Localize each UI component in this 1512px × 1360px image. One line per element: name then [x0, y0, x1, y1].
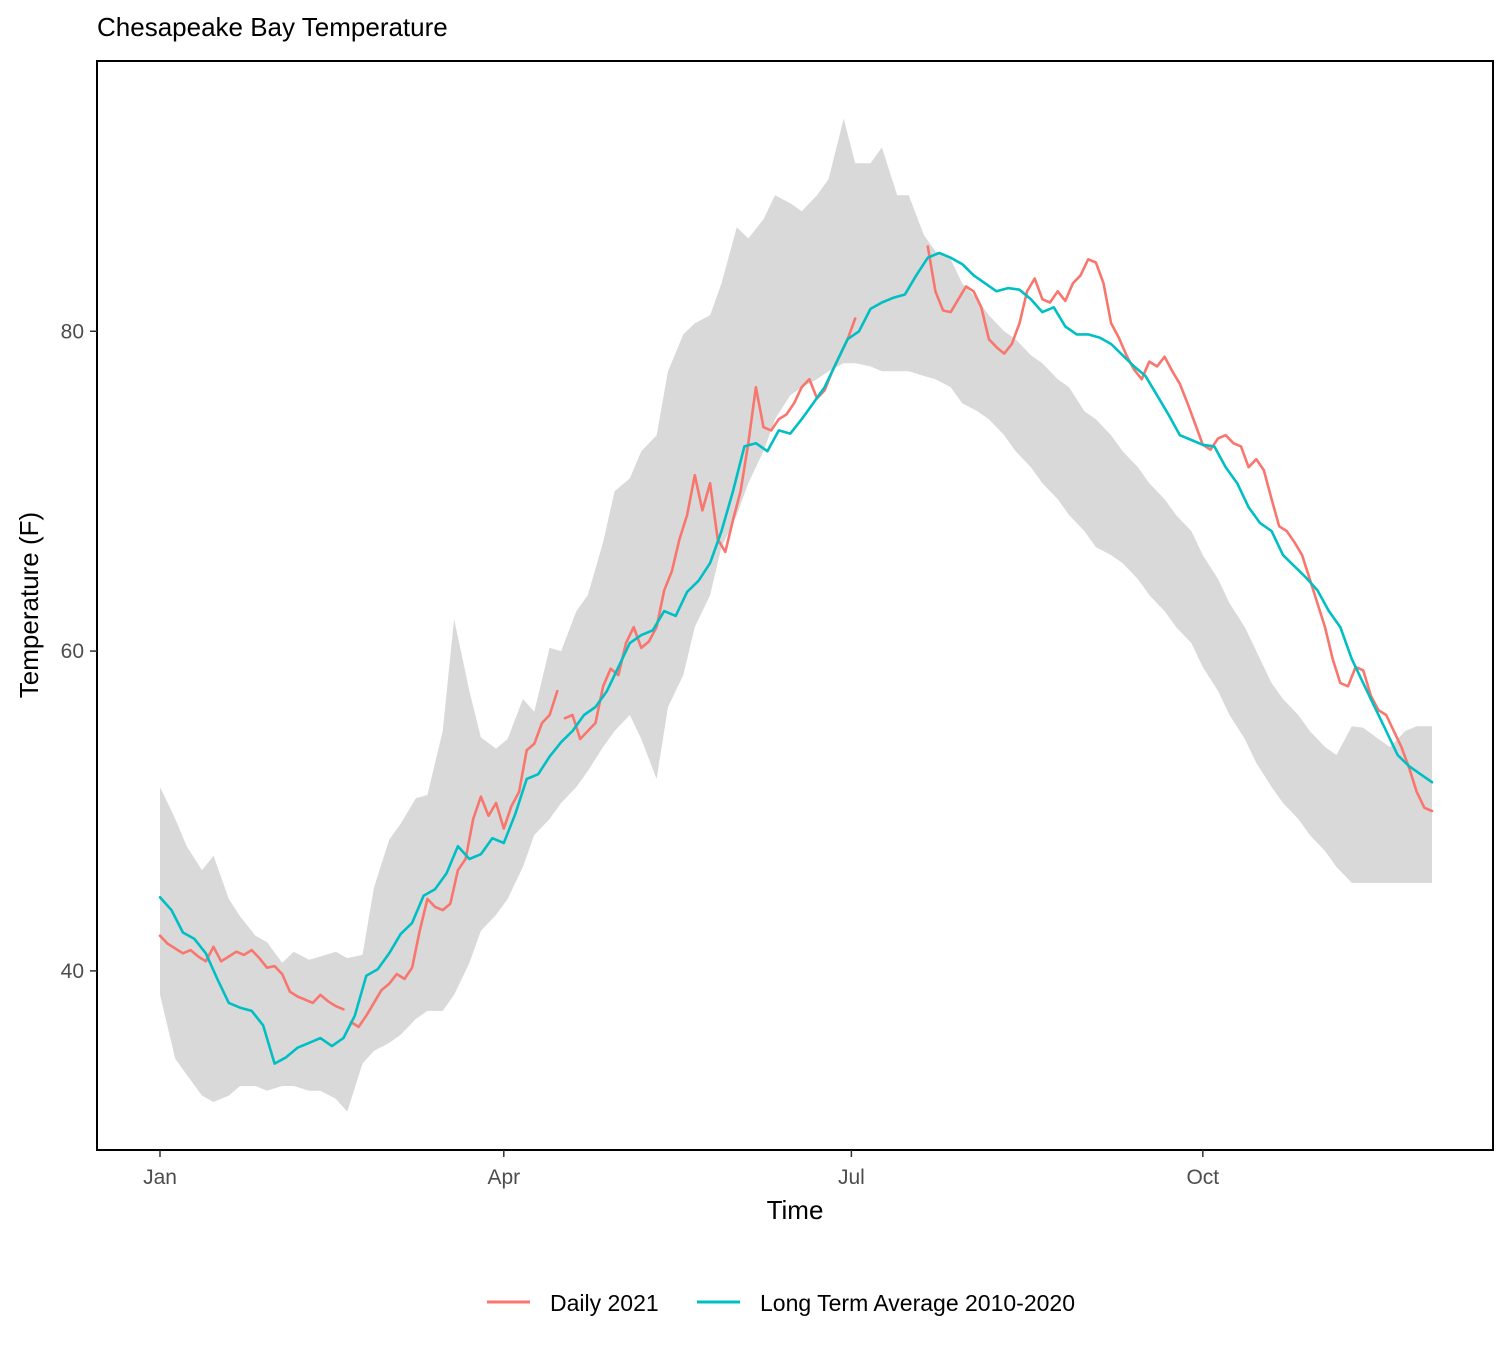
series-line-long-term-average-segment-1 — [158, 251, 1434, 1065]
y-tick-label-60: 60 — [61, 640, 84, 663]
confidence-band-layer — [160, 118, 1432, 1112]
series-line-daily-2021-segment-4 — [926, 245, 1434, 813]
range-band — [160, 118, 1432, 1112]
chart-title: Chesapeake Bay Temperature — [97, 12, 448, 42]
x-axis: Jan Apr Jul Oct — [143, 1150, 1219, 1189]
x-tick-label-oct: Oct — [1186, 1166, 1219, 1189]
y-axis-title: Temperature (F) — [14, 512, 44, 698]
x-tick-label-jul: Jul — [838, 1166, 865, 1189]
x-tick-label-apr: Apr — [487, 1166, 520, 1189]
y-tick-label-80: 80 — [61, 320, 84, 343]
series-line-daily-2021-segment-2 — [349, 689, 559, 1029]
x-axis-title: Time — [767, 1195, 824, 1225]
legend-label-daily-2021: Daily 2021 — [550, 1290, 659, 1316]
y-tick-label-40: 40 — [61, 960, 84, 983]
legend-label-long-term-average: Long Term Average 2010-2020 — [760, 1290, 1075, 1316]
series-layer — [158, 245, 1434, 1065]
legend: Daily 2021 Long Term Average 2010-2020 — [487, 1290, 1075, 1316]
series-line-daily-2021-segment-3 — [563, 317, 857, 741]
y-axis: 40 60 80 — [61, 320, 97, 983]
plot-panel-border — [96, 60, 1494, 1151]
x-tick-label-jan: Jan — [143, 1166, 177, 1189]
series-line-daily-2021-segment-1 — [158, 934, 345, 1011]
